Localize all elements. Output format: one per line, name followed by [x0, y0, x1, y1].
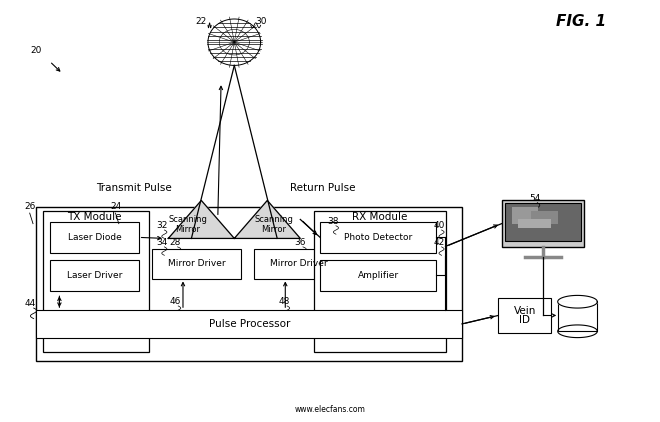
- FancyBboxPatch shape: [518, 219, 551, 228]
- FancyBboxPatch shape: [320, 222, 436, 253]
- Text: 46: 46: [169, 297, 181, 306]
- Text: 32: 32: [156, 221, 168, 230]
- Text: 36: 36: [294, 238, 306, 247]
- Text: 54: 54: [529, 194, 541, 203]
- FancyBboxPatch shape: [558, 302, 597, 331]
- Text: Laser Driver: Laser Driver: [67, 271, 122, 280]
- Text: 48: 48: [278, 297, 290, 306]
- Text: 20: 20: [30, 46, 42, 55]
- Text: Scanning: Scanning: [255, 215, 293, 224]
- Text: Mirror Driver: Mirror Driver: [270, 259, 328, 268]
- Text: Vein: Vein: [513, 306, 536, 316]
- Polygon shape: [234, 200, 300, 238]
- FancyBboxPatch shape: [320, 260, 436, 291]
- Text: TX Module: TX Module: [67, 212, 121, 222]
- Text: 42: 42: [433, 238, 445, 247]
- Text: 34: 34: [156, 238, 168, 247]
- Text: Laser Diode: Laser Diode: [67, 233, 121, 242]
- FancyBboxPatch shape: [152, 249, 241, 279]
- FancyBboxPatch shape: [505, 203, 581, 241]
- Text: 24: 24: [110, 202, 121, 211]
- Text: Photo Detector: Photo Detector: [344, 233, 412, 242]
- Polygon shape: [168, 200, 234, 238]
- Text: Pulse Processor: Pulse Processor: [209, 319, 290, 329]
- FancyBboxPatch shape: [254, 249, 343, 279]
- Text: ID: ID: [519, 315, 530, 325]
- Polygon shape: [558, 302, 597, 308]
- Text: Return Pulse: Return Pulse: [290, 183, 356, 193]
- Text: 44: 44: [24, 299, 36, 308]
- FancyBboxPatch shape: [43, 211, 148, 352]
- Text: Mirror: Mirror: [176, 225, 201, 235]
- FancyBboxPatch shape: [36, 207, 462, 361]
- FancyBboxPatch shape: [512, 207, 538, 224]
- Text: www.elecfans.com: www.elecfans.com: [294, 405, 366, 414]
- Text: 40: 40: [433, 221, 445, 230]
- FancyBboxPatch shape: [502, 200, 584, 247]
- Text: Scanning: Scanning: [169, 215, 207, 224]
- Text: 22: 22: [195, 16, 207, 26]
- FancyBboxPatch shape: [531, 211, 558, 224]
- Text: 26: 26: [24, 202, 36, 211]
- FancyBboxPatch shape: [50, 222, 139, 253]
- FancyBboxPatch shape: [50, 260, 139, 291]
- Text: 30: 30: [255, 16, 267, 26]
- Text: Mirror: Mirror: [261, 225, 286, 235]
- Text: 28: 28: [169, 238, 181, 247]
- Text: Mirror Driver: Mirror Driver: [168, 259, 226, 268]
- Text: RX Module: RX Module: [352, 212, 407, 222]
- Text: 38: 38: [327, 217, 339, 226]
- Text: Amplifier: Amplifier: [358, 271, 399, 280]
- Text: FIG. 1: FIG. 1: [556, 14, 606, 29]
- FancyBboxPatch shape: [498, 298, 551, 333]
- Text: Transmit Pulse: Transmit Pulse: [96, 183, 172, 193]
- FancyBboxPatch shape: [314, 211, 446, 352]
- FancyBboxPatch shape: [36, 310, 462, 338]
